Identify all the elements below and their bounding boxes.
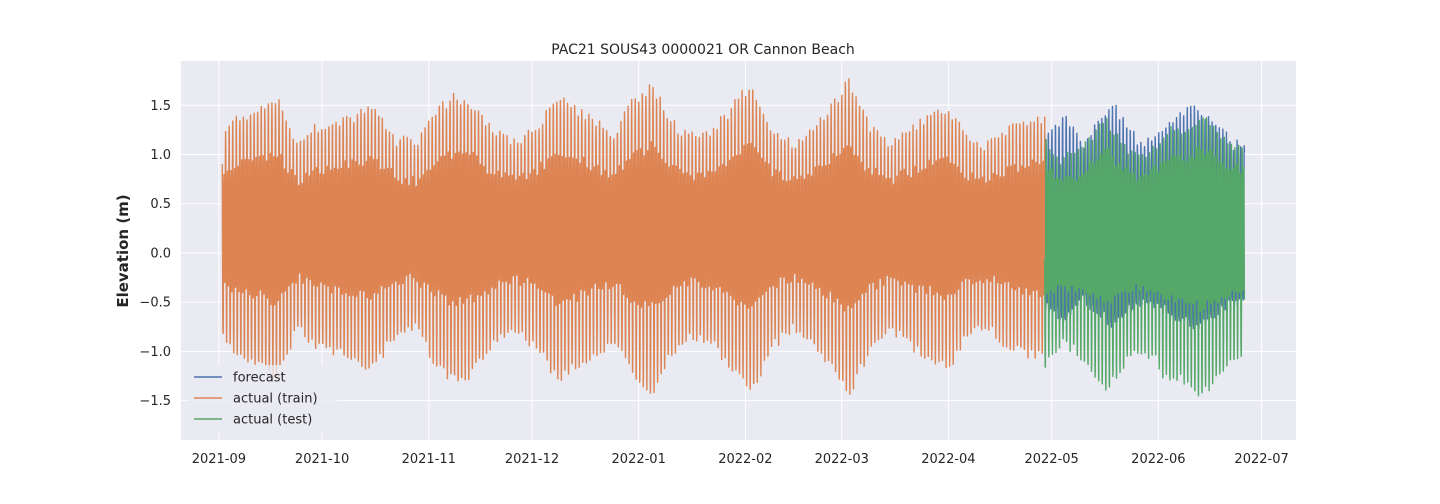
y-tick-label: −1.0 — [139, 345, 171, 360]
y-tick-label: 1.5 — [150, 99, 171, 114]
x-tick-label: 2022-04 — [921, 452, 975, 467]
chart-title: PAC21 SOUS43 0000021 OR Cannon Beach — [551, 42, 855, 58]
legend-box — [187, 365, 337, 433]
x-tick-label: 2021-09 — [192, 452, 246, 467]
y-tick-label: 1.0 — [150, 148, 171, 163]
legend-label: actual (train) — [233, 392, 318, 407]
x-tick-label: 2022-01 — [612, 452, 666, 467]
series-line-actual-test — [1044, 117, 1246, 397]
y-tick-label: −0.5 — [139, 296, 171, 311]
y-axis-label: Elevation (m) — [114, 194, 132, 307]
legend-label: actual (test) — [233, 413, 312, 428]
series-layer — [221, 78, 1246, 397]
y-axis-ticks: −1.5 −1.0 −0.5 0.0 0.5 1.0 1.5 — [139, 99, 171, 409]
x-tick-label: 2022-05 — [1024, 452, 1078, 467]
x-tick-label: 2022-07 — [1234, 452, 1288, 467]
y-tick-label: 0.5 — [150, 197, 171, 212]
x-tick-label: 2022-02 — [718, 452, 772, 467]
legend-label: forecast — [233, 371, 286, 386]
x-tick-label: 2022-03 — [815, 452, 869, 467]
x-tick-label: 2021-12 — [505, 452, 559, 467]
series-line-actual-train — [221, 78, 1046, 396]
legend: forecast actual (train) actual (test) — [187, 365, 337, 433]
x-tick-label: 2021-11 — [402, 452, 456, 467]
x-tick-label: 2022-06 — [1131, 452, 1185, 467]
y-tick-label: −1.5 — [139, 394, 171, 409]
x-axis-ticks: 2021-09 2021-10 2021-11 2021-12 2022-01 2022-… — [192, 452, 1289, 467]
y-tick-label: 0.0 — [150, 246, 171, 261]
x-tick-label: 2021-10 — [295, 452, 349, 467]
